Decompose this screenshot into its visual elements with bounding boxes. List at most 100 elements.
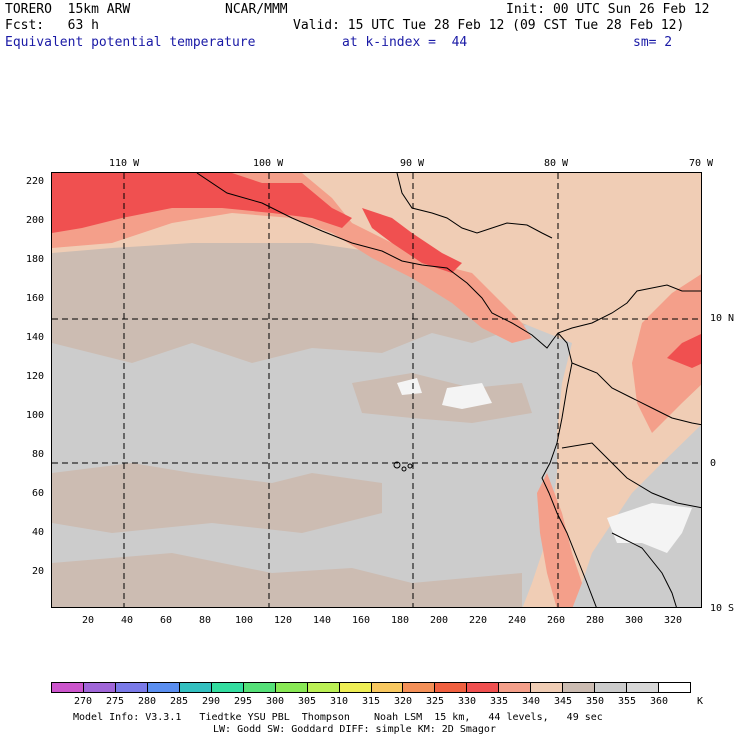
colorbar-label: 345 bbox=[554, 696, 573, 707]
x-tick: 260 bbox=[547, 615, 566, 626]
valid-time: Valid: 15 UTC Tue 28 Feb 12 (09 CST Tue … bbox=[293, 18, 685, 33]
coastline bbox=[541, 332, 597, 607]
x-tick: 200 bbox=[430, 615, 449, 626]
colorbar-label: 325 bbox=[426, 696, 445, 707]
field-name: Equivalent potential temperature bbox=[5, 35, 256, 50]
field-warm-gray bbox=[52, 553, 522, 607]
field-red bbox=[667, 333, 701, 368]
y-tick: 20 bbox=[32, 566, 45, 577]
y-tick: 60 bbox=[32, 488, 45, 499]
level-index: at k-index = 44 bbox=[342, 35, 468, 50]
x-tick: 80 bbox=[199, 615, 212, 626]
field-red bbox=[362, 208, 462, 273]
x-tick: 220 bbox=[469, 615, 488, 626]
field-salmon bbox=[537, 473, 582, 607]
colorbar-swatch bbox=[403, 683, 436, 692]
colorbar-label: 340 bbox=[522, 696, 541, 707]
lat-label: 10 S bbox=[710, 603, 735, 614]
colorbar-swatch bbox=[307, 683, 340, 692]
colorbar-swatch bbox=[371, 683, 404, 692]
colorbar-swatch bbox=[467, 683, 500, 692]
country-border bbox=[571, 362, 701, 426]
lat-label: 0 bbox=[710, 458, 717, 469]
country-border bbox=[611, 532, 677, 607]
model-title: TORERO 15km ARW bbox=[5, 2, 131, 17]
forecast-hour: Fcst: 63 h bbox=[5, 18, 99, 33]
colorbar-label: 290 bbox=[202, 696, 221, 707]
y-tick: 80 bbox=[32, 449, 45, 460]
colorbar-swatch bbox=[147, 683, 180, 692]
x-tick: 320 bbox=[664, 615, 683, 626]
island bbox=[401, 466, 407, 472]
x-tick: 140 bbox=[313, 615, 332, 626]
y-tick: 40 bbox=[32, 527, 45, 538]
x-tick: 240 bbox=[508, 615, 527, 626]
field-warm-gray bbox=[52, 463, 382, 533]
colorbar-swatch bbox=[595, 683, 628, 692]
coastline bbox=[396, 173, 553, 239]
colorbar-swatch bbox=[52, 683, 84, 692]
colorbar-label: 285 bbox=[170, 696, 189, 707]
x-tick: 160 bbox=[352, 615, 371, 626]
colorbar-swatch bbox=[275, 683, 308, 692]
colorbar-swatch bbox=[435, 683, 468, 692]
lat-label: 10 N bbox=[710, 313, 735, 324]
init-time: Init: 00 UTC Sun 26 Feb 12 bbox=[506, 2, 710, 17]
colorbar-swatch bbox=[83, 683, 116, 692]
y-tick: 120 bbox=[26, 371, 45, 382]
island bbox=[407, 463, 413, 469]
colorbar-label: 360 bbox=[650, 696, 669, 707]
y-tick: 200 bbox=[26, 215, 45, 226]
colorbar-swatch bbox=[179, 683, 212, 692]
colorbar bbox=[51, 682, 691, 693]
coastline bbox=[196, 173, 701, 349]
x-tick: 40 bbox=[121, 615, 134, 626]
colorbar-swatch bbox=[659, 683, 691, 692]
field-warm-gray bbox=[352, 373, 532, 423]
physics-info: LW: Godd SW: Goddard DIFF: simple KM: 2D… bbox=[213, 724, 496, 735]
x-tick: 20 bbox=[82, 615, 95, 626]
island bbox=[393, 461, 401, 469]
colorbar-swatch bbox=[531, 683, 564, 692]
field-salmon bbox=[632, 274, 701, 433]
colorbar-label: 330 bbox=[458, 696, 477, 707]
smoothing: sm= 2 bbox=[633, 35, 673, 50]
lon-label: 80 W bbox=[544, 158, 569, 169]
colorbar-label: 335 bbox=[490, 696, 509, 707]
center-title: NCAR/MMM bbox=[225, 2, 288, 17]
model-info: Model Info: V3.3.1 Tiedtke YSU PBL Thomp… bbox=[73, 712, 603, 723]
map-panel bbox=[51, 172, 702, 608]
map-canvas bbox=[52, 173, 701, 607]
x-tick: 300 bbox=[625, 615, 644, 626]
field-salmon bbox=[52, 173, 532, 343]
field-white-patch bbox=[442, 383, 492, 409]
colorbar-label: 315 bbox=[362, 696, 381, 707]
colorbar-swatch bbox=[627, 683, 660, 692]
field-andes-light bbox=[607, 503, 692, 553]
colorbar-label: 280 bbox=[138, 696, 157, 707]
colorbar-swatch bbox=[115, 683, 148, 692]
x-tick: 100 bbox=[235, 615, 254, 626]
colorbar-label: 355 bbox=[618, 696, 637, 707]
colorbar-unit: K bbox=[697, 696, 704, 707]
colorbar-swatch bbox=[499, 683, 532, 692]
colorbar-label: 350 bbox=[586, 696, 605, 707]
x-tick: 180 bbox=[391, 615, 410, 626]
colorbar-label: 275 bbox=[106, 696, 125, 707]
colorbar-swatch bbox=[211, 683, 244, 692]
field-tan bbox=[52, 173, 701, 607]
colorbar-swatch bbox=[563, 683, 596, 692]
lat-lon-grid bbox=[52, 173, 701, 607]
x-tick: 120 bbox=[274, 615, 293, 626]
colorbar-label: 305 bbox=[298, 696, 317, 707]
lon-label: 100 W bbox=[253, 158, 284, 169]
colorbar-swatch bbox=[339, 683, 372, 692]
x-tick: 280 bbox=[586, 615, 605, 626]
colorbar-label: 300 bbox=[266, 696, 285, 707]
field-red bbox=[52, 173, 352, 233]
colorbar-label: 310 bbox=[330, 696, 349, 707]
y-tick: 140 bbox=[26, 332, 45, 343]
y-tick: 100 bbox=[26, 410, 45, 421]
lon-label: 90 W bbox=[400, 158, 425, 169]
colorbar-label: 320 bbox=[394, 696, 413, 707]
